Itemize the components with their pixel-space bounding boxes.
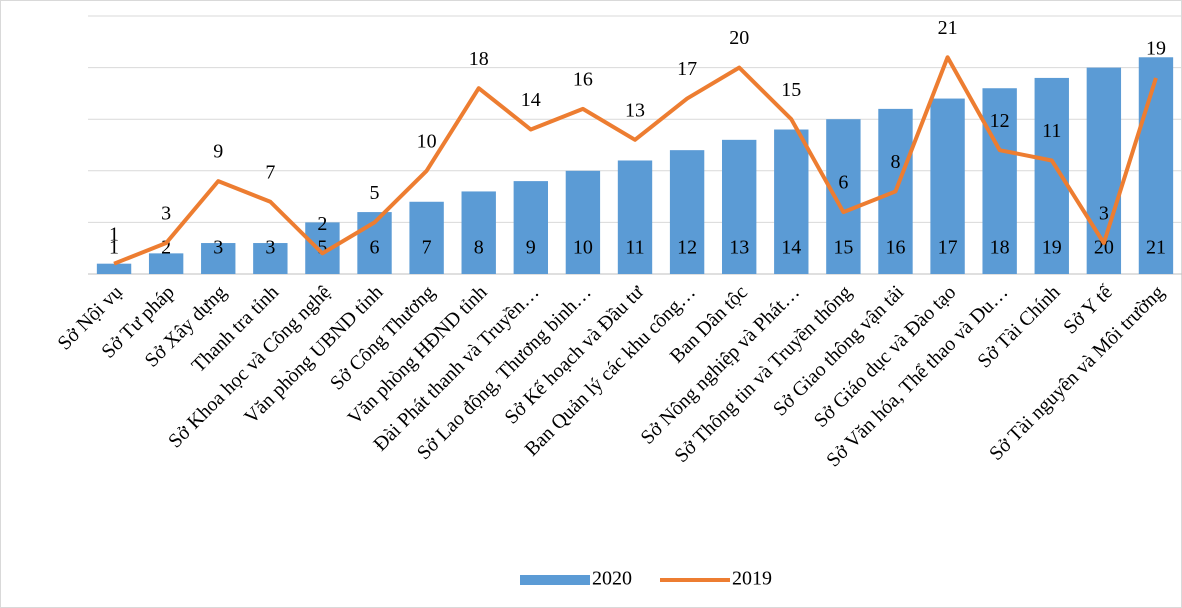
bar-value-label: 10 [573,237,593,259]
line-value-label: 17 [677,58,697,80]
bar-value-label: 13 [729,237,749,259]
bar [96,263,132,274]
bar [148,253,184,274]
bar-value-label: 2 [161,237,171,259]
line-value-label: 9 [213,141,223,163]
bar [826,119,861,274]
bar-value-label: 15 [833,237,853,259]
bar [617,160,653,274]
line-value-label: 3 [1099,203,1109,225]
bar [669,150,705,274]
line-value-label: 16 [573,68,593,90]
bar-value-label: 1 [109,237,119,259]
bar-value-label: 3 [213,237,223,259]
line-value-label: 3 [161,203,171,225]
bar [721,139,757,274]
line-value-label: 1 [109,223,119,245]
bar [513,181,549,274]
line-value-label: 2 [317,213,327,235]
bar-value-label: 11 [625,237,644,259]
bar [409,201,444,274]
legend-label: 2020 [592,568,632,590]
line-value-label: 8 [890,151,900,173]
bar-value-label: 14 [781,237,801,259]
line-value-label: 21 [938,17,958,39]
bar-value-label: 18 [990,237,1010,259]
line-value-label: 18 [469,48,489,70]
line-value-label: 19 [1146,38,1166,60]
bar [930,98,965,274]
bar-value-label: 6 [370,237,380,259]
line-value-label: 20 [729,27,749,49]
bar-value-label: 19 [1042,237,1062,259]
bar-value-label: 12 [677,237,697,259]
bar [201,243,236,274]
bar [461,191,496,274]
bar-value-label: 9 [526,237,536,259]
line-value-label: 12 [990,110,1010,132]
line-value-label: 13 [625,99,645,121]
bar [982,88,1017,275]
line-value-label: 5 [370,182,380,204]
legend-swatch [520,575,590,585]
bar-value-label: 3 [265,237,275,259]
bar [774,129,809,274]
bar-value-label: 20 [1094,237,1114,259]
bar-value-label: 17 [938,237,958,259]
bar-value-label: 21 [1146,237,1166,259]
line-value-label: 14 [521,89,541,111]
line-value-label: 7 [265,161,275,183]
line-value-label: 6 [838,172,848,194]
bar-value-label: 7 [422,237,432,259]
bar [1138,57,1174,274]
bar [565,170,601,274]
line [113,55,1158,266]
line-value-label: 10 [417,130,437,152]
bar-value-label: 8 [474,237,484,259]
bar [253,243,288,274]
bar-value-label: 5 [317,237,327,259]
legend-label: 2019 [732,568,772,590]
line-value-label: 15 [781,79,801,101]
bar-value-label: 16 [885,237,905,259]
line-value-label: 11 [1042,120,1061,142]
